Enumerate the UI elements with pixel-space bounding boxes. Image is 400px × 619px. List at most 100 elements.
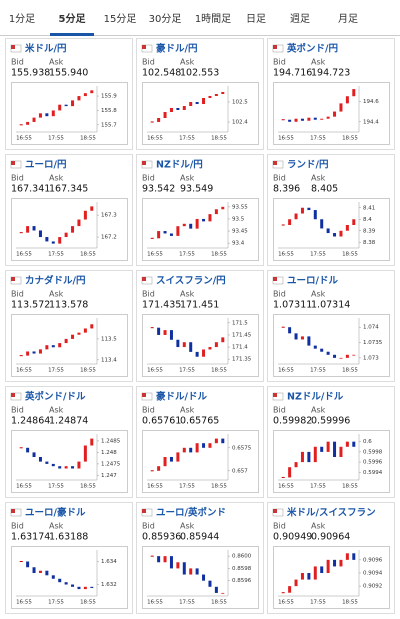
flag-mark bbox=[142, 393, 146, 397]
candle bbox=[320, 219, 324, 229]
y-tick-label: 171.4 bbox=[232, 345, 248, 351]
candle bbox=[208, 347, 212, 350]
chart-box bbox=[11, 546, 128, 609]
candle bbox=[195, 443, 199, 453]
tab[interactable]: 30分足 bbox=[149, 13, 182, 25]
candle bbox=[326, 441, 330, 452]
y-tick-label: 0.8598 bbox=[232, 566, 252, 572]
bid-label: Bid bbox=[273, 58, 286, 67]
bid-label: Bid bbox=[273, 522, 286, 531]
candle bbox=[45, 570, 49, 576]
candle bbox=[202, 349, 206, 357]
candle bbox=[51, 110, 55, 117]
bid-value: 167.341 bbox=[11, 184, 50, 195]
bid-value: 8.396 bbox=[273, 184, 300, 195]
pair-name[interactable]: 米ドル/スイスフラン bbox=[286, 507, 376, 519]
bid-label: Bid bbox=[273, 406, 286, 415]
ask-label: Ask bbox=[311, 290, 326, 299]
candle bbox=[326, 116, 330, 119]
chart-box bbox=[11, 430, 128, 493]
candle bbox=[294, 118, 298, 122]
time-label: 18:55 bbox=[211, 600, 227, 606]
pair-name[interactable]: NZドル/円 bbox=[156, 160, 203, 171]
candle bbox=[352, 441, 356, 447]
tab[interactable]: 5分足 bbox=[59, 12, 87, 25]
candle bbox=[307, 336, 311, 346]
tab[interactable]: 15分足 bbox=[104, 13, 137, 25]
candle bbox=[313, 345, 317, 349]
time-label: 18:55 bbox=[342, 484, 358, 490]
flag-mark bbox=[273, 393, 277, 397]
bid-value: 0.65761 bbox=[142, 416, 181, 427]
pair-name[interactable]: NZドル/ドル bbox=[287, 392, 344, 403]
candle bbox=[300, 573, 304, 580]
candle bbox=[83, 586, 87, 590]
pair-name[interactable]: 米ドル/円 bbox=[24, 43, 66, 55]
candle bbox=[163, 330, 167, 335]
y-tick-label: 167.3 bbox=[101, 213, 117, 219]
time-label: 16:55 bbox=[278, 136, 294, 142]
candle bbox=[214, 342, 218, 348]
bid-value: 1.63174 bbox=[11, 532, 50, 543]
bid-label: Bid bbox=[11, 522, 24, 531]
candle bbox=[288, 467, 292, 478]
bid-value: 155.938 bbox=[11, 68, 50, 79]
time-label: 16:55 bbox=[278, 484, 294, 490]
candle bbox=[182, 562, 186, 575]
time-label: 16:55 bbox=[147, 600, 163, 606]
candle bbox=[71, 334, 75, 339]
chart-box bbox=[11, 314, 128, 377]
candle bbox=[202, 218, 206, 222]
pair-name[interactable]: 英ポンド/円 bbox=[287, 43, 338, 55]
ask-label: Ask bbox=[180, 406, 195, 415]
tab[interactable]: 月足 bbox=[338, 13, 358, 25]
y-tick-label: 113.4 bbox=[101, 357, 117, 363]
candle bbox=[58, 578, 62, 583]
chart-box bbox=[142, 430, 259, 493]
candle bbox=[208, 214, 212, 222]
candle bbox=[45, 461, 49, 464]
candle bbox=[38, 570, 42, 573]
tab[interactable]: 日足 bbox=[246, 13, 266, 25]
bid-value: 93.542 bbox=[142, 184, 175, 195]
candle bbox=[195, 351, 199, 357]
flag-mark bbox=[11, 509, 15, 513]
candle bbox=[51, 241, 55, 244]
bid-value: 0.85936 bbox=[142, 532, 181, 543]
bid-label: Bid bbox=[142, 174, 155, 183]
candle bbox=[202, 98, 206, 104]
candle bbox=[163, 231, 167, 234]
pair-name[interactable]: 英ポンド/ドル bbox=[25, 391, 86, 403]
pair-name[interactable]: ユーロ/英ポンド bbox=[156, 507, 226, 519]
time-label: 18:55 bbox=[342, 600, 358, 606]
pair-name[interactable]: ユーロ/円 bbox=[25, 160, 66, 171]
pair-name[interactable]: カナダドル/円 bbox=[25, 275, 85, 287]
y-tick-label: 93.5 bbox=[232, 216, 245, 222]
tab[interactable]: 1時間足 bbox=[195, 13, 231, 25]
candle bbox=[307, 207, 311, 211]
time-label: 17:55 bbox=[179, 484, 195, 490]
chart-box bbox=[273, 546, 390, 609]
time-label: 18:55 bbox=[80, 252, 96, 258]
candle bbox=[320, 566, 324, 573]
time-label: 16:55 bbox=[16, 600, 32, 606]
y-tick-label: 0.5996 bbox=[363, 460, 383, 466]
pair-name[interactable]: 豪ドル/ドル bbox=[156, 391, 207, 403]
candle bbox=[32, 452, 36, 457]
candle bbox=[195, 568, 199, 575]
ask-label: Ask bbox=[49, 522, 64, 531]
candle bbox=[288, 219, 292, 225]
pair-name[interactable]: 豪ドル/円 bbox=[156, 43, 197, 55]
pair-name[interactable]: ユーロ/ドル bbox=[287, 276, 338, 287]
time-label: 18:55 bbox=[80, 484, 96, 490]
tab[interactable]: 週足 bbox=[290, 13, 310, 25]
ask-label: Ask bbox=[49, 406, 64, 415]
candle bbox=[64, 582, 68, 585]
pair-name[interactable]: ランド/円 bbox=[287, 160, 328, 171]
time-label: 17:55 bbox=[310, 484, 326, 490]
pair-name[interactable]: ユーロ/豪ドル bbox=[25, 507, 86, 519]
candle bbox=[307, 573, 311, 580]
pair-name[interactable]: スイスフラン/円 bbox=[156, 276, 226, 287]
chart-box bbox=[142, 198, 259, 261]
tab[interactable]: 1分足 bbox=[9, 13, 35, 25]
